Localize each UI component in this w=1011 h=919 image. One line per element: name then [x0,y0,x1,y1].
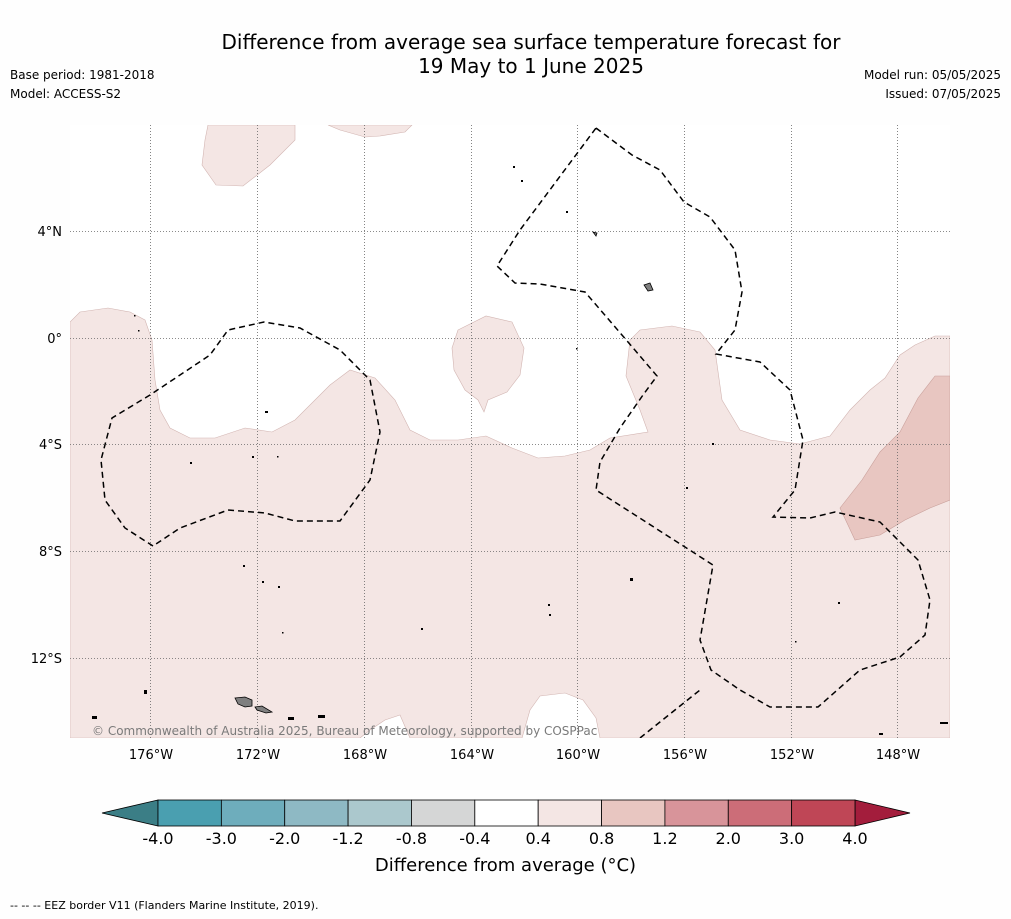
anomaly-region-north-1 [201,125,296,187]
colorbar-segment [411,799,476,827]
lon-label: 156°W [663,748,707,763]
colorbar-segment [347,799,412,827]
model-run: Model run: 05/05/2025 [863,68,1001,82]
eez-border-tokelau [100,321,381,547]
colorbar-tick-label: 4.0 [842,829,867,848]
colorbar-segment [284,799,349,827]
meta-left: Base period: 1981-2018 Model: ACCESS-S2 [10,66,155,104]
lon-label: 152°W [770,748,814,763]
eez-border-south [639,689,701,738]
colorbar-ticks: -4.0 -3.0 -2.0 -1.2 -0.8 -0.4 0.4 0.8 1.2 2.0 3.0 4… [142,829,867,848]
island-small-1 [592,231,598,237]
title-line-1: Difference from average sea surface temp… [221,30,841,54]
lat-labels: 4°N 0° 4°S 8°S 12°S [31,225,62,667]
eez-border-kiribati-line [496,126,931,708]
base-period: Base period: 1981-2018 [10,68,155,82]
lon-label: 176°W [129,748,173,763]
colorbar-tick-label: -2.0 [269,829,300,848]
colorbar-tick-label: 0.4 [525,829,550,848]
lon-label: 160°W [556,748,600,763]
colorbar-segment [664,799,729,827]
colorbar-segment [220,799,286,827]
graticule [70,125,950,738]
colorbar-tick-label: -1.2 [332,829,363,848]
colorbar-segment [474,799,539,827]
lon-label: 168°W [343,748,387,763]
issued-date: Issued: 07/05/2025 [885,87,1001,101]
lon-labels: 176°W 172°W 168°W 164°W 160°W 156°W 152°… [129,748,920,763]
colorbar-over-triangle [854,799,911,827]
island-upolu [254,705,274,714]
colorbar-tick-label: -0.8 [396,829,427,848]
lat-label: 8°S [39,545,62,560]
eez-note: -- -- -- EEZ border V11 (Flanders Marine… [10,899,319,912]
copyright-notice: © Commonwealth of Australia 2025, Bureau… [92,724,598,738]
lat-label: 4°N [38,225,63,240]
anomaly-region-north-2 [327,125,413,138]
colorbar-tick-label: 3.0 [779,829,804,848]
colorbar-segment [537,799,602,827]
lat-label: 4°S [39,438,62,453]
colorbar-segment [727,799,793,827]
model-name: Model: ACCESS-S2 [10,87,122,101]
atoll-dots [92,166,948,735]
lat-label: 12°S [31,652,62,667]
lat-label: 0° [47,332,62,347]
map-title: Difference from average sea surface temp… [0,30,1011,78]
colorbar-tick-label: -0.4 [459,829,490,848]
colorbar-tick-label: 2.0 [716,829,741,848]
lon-label: 172°W [236,748,280,763]
eez-borders [100,126,931,738]
colorbar-tick-label: -3.0 [206,829,237,848]
meta-right: Model run: 05/05/2025 Issued: 07/05/2025 [864,66,1001,104]
anomaly-region-main [70,307,950,738]
colorbar-tick-label: 0.8 [589,829,614,848]
colorbar-segment [157,799,222,827]
colorbar-under-triangle [101,799,159,827]
lon-label: 148°W [876,748,920,763]
anomaly-region-central [451,315,525,413]
colorbar-label: Difference from average (°C) [374,855,637,876]
anomaly-region-warm [839,375,950,541]
colorbar-segments [101,799,911,827]
title-line-2: 19 May to 1 June 2025 [418,54,644,78]
colorbar-segment [601,799,666,827]
lon-label: 164°W [450,748,494,763]
colorbar-tick-label: 1.2 [652,829,677,848]
island-kiritimati [643,282,654,292]
colorbar-tick-label: -4.0 [142,829,173,848]
land-islands [234,231,654,714]
island-savaii [234,696,253,708]
colorbar-segment [791,799,856,827]
